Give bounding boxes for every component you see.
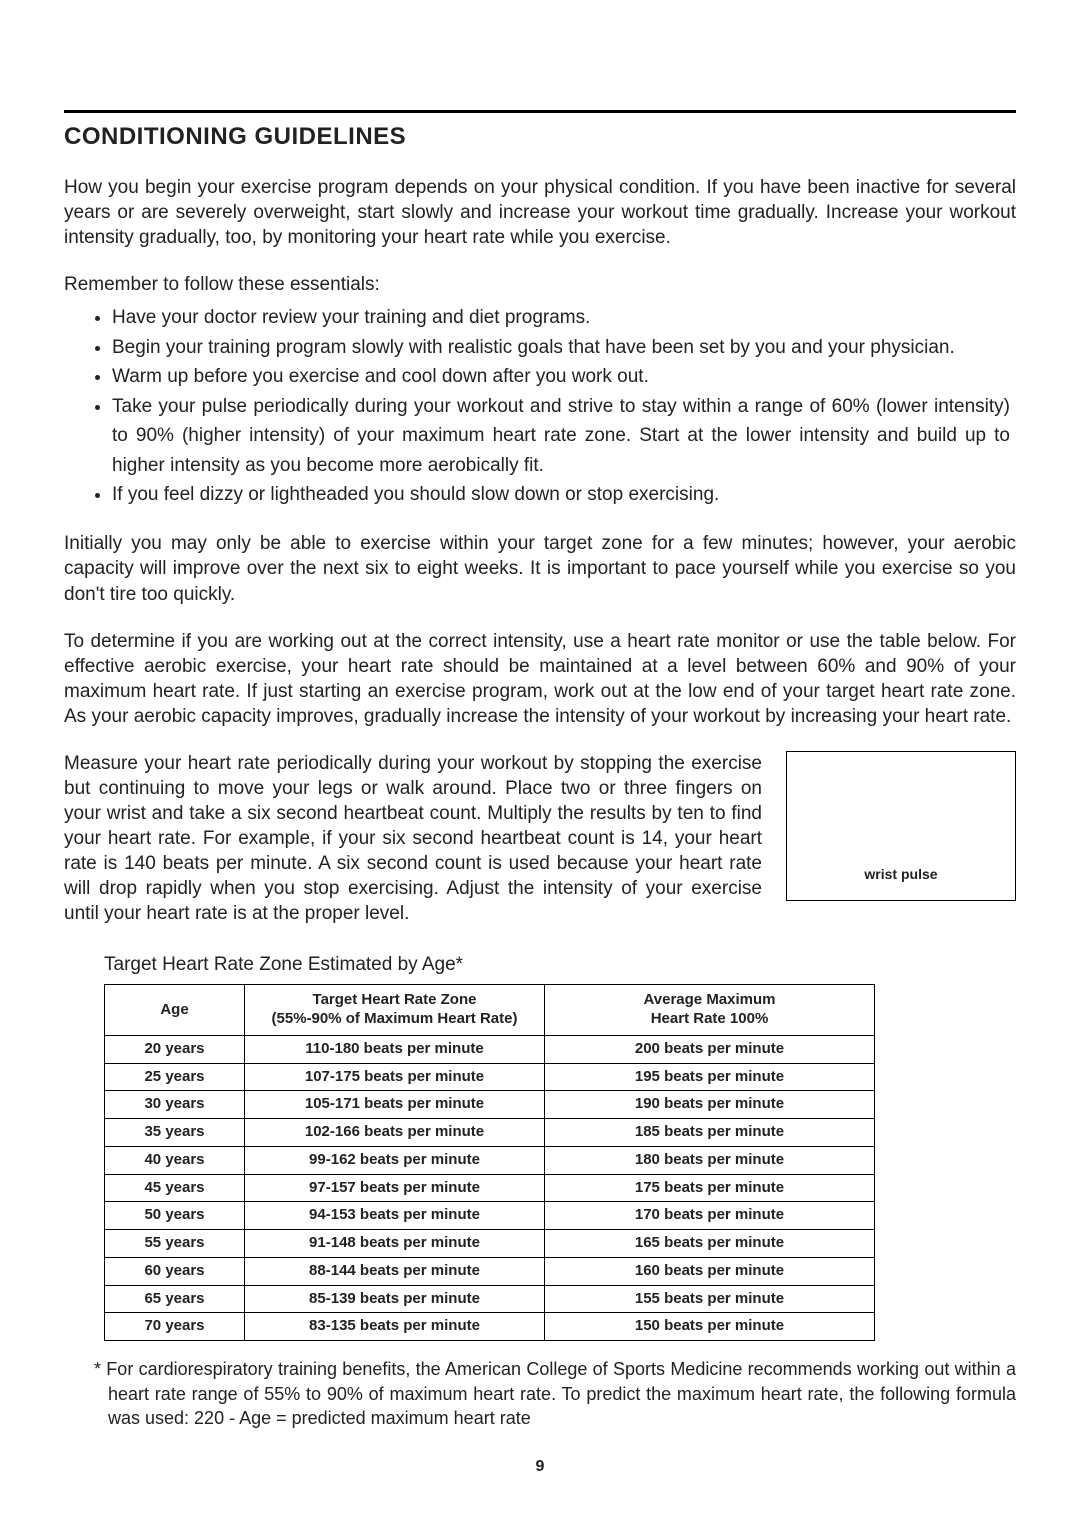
- th-max-line1: Average Maximum Heart Rate 100%: [644, 991, 776, 1027]
- cell-age: 45 years: [105, 1174, 245, 1202]
- table-title: Target Heart Rate Zone Estimated by Age*: [104, 954, 1016, 976]
- table-row: 20 years 110-180 beats per minute 200 be…: [105, 1035, 875, 1063]
- cell-target: 110-180 beats per minute: [245, 1035, 545, 1063]
- essentials-lead: Remember to follow these essentials:: [64, 272, 1016, 297]
- cell-age: 30 years: [105, 1091, 245, 1119]
- th-target-line1: Target Heart Rate Zone (55%-90% of Maxim…: [272, 991, 518, 1027]
- table-row: 60 years 88-144 beats per minute 160 bea…: [105, 1257, 875, 1285]
- cell-max: 175 beats per minute: [545, 1174, 875, 1202]
- cell-max: 190 beats per minute: [545, 1091, 875, 1119]
- list-item: If you feel dizzy or lightheaded you sho…: [112, 480, 1016, 509]
- table-row: 40 years 99-162 beats per minute 180 bea…: [105, 1146, 875, 1174]
- cell-age: 20 years: [105, 1035, 245, 1063]
- table-row: 25 years 107-175 beats per minute 195 be…: [105, 1063, 875, 1091]
- th-max: Average Maximum Heart Rate 100%: [545, 985, 875, 1036]
- cell-age: 25 years: [105, 1063, 245, 1091]
- cell-target: 99-162 beats per minute: [245, 1146, 545, 1174]
- cell-target: 83-135 beats per minute: [245, 1313, 545, 1341]
- wrist-pulse-figure: wrist pulse: [786, 751, 1016, 901]
- cell-target: 107-175 beats per minute: [245, 1063, 545, 1091]
- table-header-row: Age Target Heart Rate Zone (55%-90% of M…: [105, 985, 875, 1036]
- list-item: Have your doctor review your training an…: [112, 303, 1016, 332]
- cell-age: 40 years: [105, 1146, 245, 1174]
- table-row: 70 years 83-135 beats per minute 150 bea…: [105, 1313, 875, 1341]
- list-item: Take your pulse periodically during your…: [112, 392, 1016, 480]
- cell-max: 200 beats per minute: [545, 1035, 875, 1063]
- table-row: 35 years 102-166 beats per minute 185 be…: [105, 1119, 875, 1147]
- cell-age: 55 years: [105, 1230, 245, 1258]
- cell-max: 160 beats per minute: [545, 1257, 875, 1285]
- wrist-pulse-caption: wrist pulse: [864, 866, 937, 882]
- th-target: Target Heart Rate Zone (55%-90% of Maxim…: [245, 985, 545, 1036]
- cell-target: 85-139 beats per minute: [245, 1285, 545, 1313]
- top-rule: [64, 110, 1016, 113]
- page-number: 9: [64, 1458, 1016, 1476]
- measure-row: Measure your heart rate periodically dur…: [64, 751, 1016, 927]
- cell-target: 91-148 beats per minute: [245, 1230, 545, 1258]
- list-item: Begin your training program slowly with …: [112, 333, 1016, 362]
- table-row: 45 years 97-157 beats per minute 175 bea…: [105, 1174, 875, 1202]
- cell-max: 150 beats per minute: [545, 1313, 875, 1341]
- cell-target: 94-153 beats per minute: [245, 1202, 545, 1230]
- cell-target: 97-157 beats per minute: [245, 1174, 545, 1202]
- essentials-list: Have your doctor review your training an…: [64, 303, 1016, 509]
- table-row: 65 years 85-139 beats per minute 155 bea…: [105, 1285, 875, 1313]
- paragraph-initially: Initially you may only be able to exerci…: [64, 531, 1016, 606]
- cell-max: 180 beats per minute: [545, 1146, 875, 1174]
- measure-text: Measure your heart rate periodically dur…: [64, 751, 762, 927]
- paragraph-intro: How you begin your exercise program depe…: [64, 175, 1016, 250]
- cell-age: 50 years: [105, 1202, 245, 1230]
- cell-target: 102-166 beats per minute: [245, 1119, 545, 1147]
- table-row: 55 years 91-148 beats per minute 165 bea…: [105, 1230, 875, 1258]
- paragraph-determine: To determine if you are working out at t…: [64, 629, 1016, 729]
- page-heading: CONDITIONING GUIDELINES: [64, 123, 1016, 151]
- cell-max: 195 beats per minute: [545, 1063, 875, 1091]
- table-row: 50 years 94-153 beats per minute 170 bea…: [105, 1202, 875, 1230]
- paragraph-measure: Measure your heart rate periodically dur…: [64, 751, 762, 927]
- cell-target: 88-144 beats per minute: [245, 1257, 545, 1285]
- cell-age: 60 years: [105, 1257, 245, 1285]
- th-age: Age: [105, 985, 245, 1036]
- cell-age: 70 years: [105, 1313, 245, 1341]
- table-row: 30 years 105-171 beats per minute 190 be…: [105, 1091, 875, 1119]
- cell-age: 65 years: [105, 1285, 245, 1313]
- table-body: 20 years 110-180 beats per minute 200 be…: [105, 1035, 875, 1340]
- cell-max: 165 beats per minute: [545, 1230, 875, 1258]
- cell-max: 155 beats per minute: [545, 1285, 875, 1313]
- cell-max: 185 beats per minute: [545, 1119, 875, 1147]
- heart-rate-table: Age Target Heart Rate Zone (55%-90% of M…: [104, 984, 875, 1341]
- footnote: * For cardiorespiratory training benefit…: [94, 1357, 1016, 1430]
- cell-target: 105-171 beats per minute: [245, 1091, 545, 1119]
- list-item: Warm up before you exercise and cool dow…: [112, 362, 1016, 391]
- cell-max: 170 beats per minute: [545, 1202, 875, 1230]
- cell-age: 35 years: [105, 1119, 245, 1147]
